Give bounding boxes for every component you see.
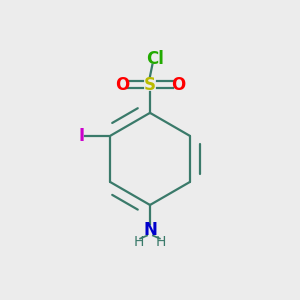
Text: H: H [156,235,166,249]
Text: N: N [143,221,157,239]
Text: O: O [171,76,185,94]
Text: S: S [144,76,156,94]
Text: H: H [134,235,144,249]
Text: I: I [79,127,85,145]
Text: O: O [115,76,129,94]
Text: Cl: Cl [146,50,164,68]
